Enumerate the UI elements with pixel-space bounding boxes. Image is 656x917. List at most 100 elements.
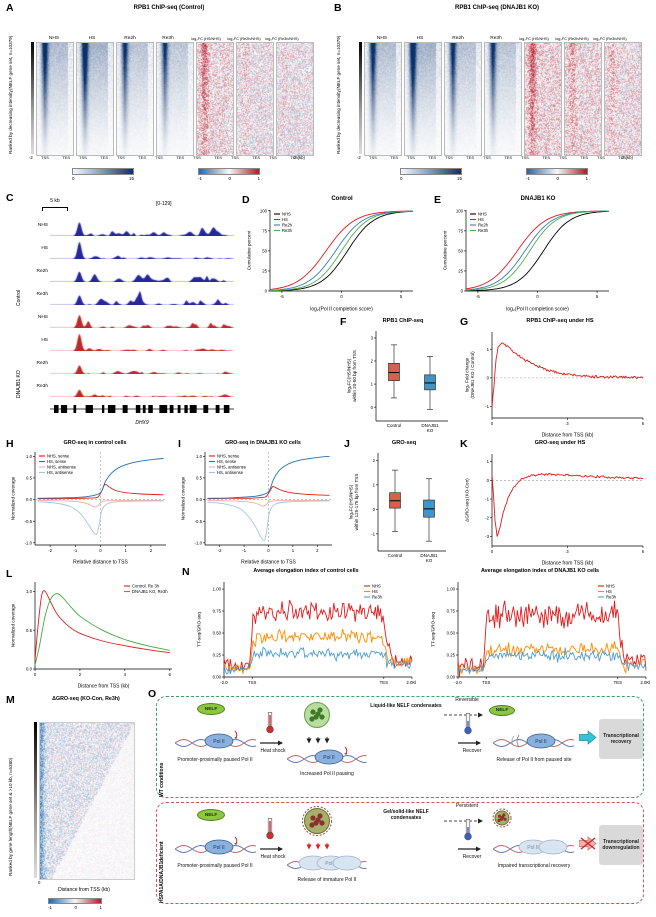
svg-text:-1.0: -1.0 (25, 540, 33, 545)
svg-text:NHS: NHS (606, 584, 615, 589)
plot-svg: -3 -2 -1 0 1 0 3 6 Distance from TSS (kb) ΔGRO-se… (465, 454, 645, 567)
svg-text:1: 1 (124, 548, 127, 553)
panel-label-H: H (6, 438, 14, 450)
heat-thermometer-icon (265, 711, 275, 734)
heatmap-strip (36, 42, 316, 156)
svg-text:log₂FC(HS/NHS): log₂FC(HS/NHS) (347, 358, 352, 393)
svg-text:-2.0: -2.0 (454, 680, 462, 685)
column-header: log₂FC (Re2h/NHS) (227, 36, 261, 41)
panel-K-title: GRO-seq under HS (534, 440, 586, 446)
svg-text:0: 0 (373, 507, 376, 512)
reversible-label: Reversible (455, 697, 479, 703)
panel-F-title: RPB1 ChIP-seq (382, 318, 424, 324)
svg-text:5: 5 (596, 294, 599, 299)
svg-text:1.00: 1.00 (447, 587, 456, 592)
groseq-boxplot: -1 0 1 2 Control DNAJB1 KO log₂FC(HS/NHS) within… (348, 449, 452, 572)
svg-text:3: 3 (566, 549, 569, 554)
delta-groseq-plot: -3 -2 -1 0 1 0 3 6 Distance from TSS (kb) ΔGRO-se… (464, 449, 648, 572)
svg-text:TES: TES (614, 680, 622, 685)
plot-svg: 0.00 0.25 0.50 0.75 1.00 -2.0 TSS TES 2.0Kb TT-se… (197, 582, 418, 685)
heatmap-column-headers: NHS HS Re2h Re3h log₂FC (HS/NHS) log₂FC (Re2h… (364, 16, 630, 41)
panel-C: C 5 kb [0-129] Control DNAJB1 KO NHS HS Re… (6, 192, 238, 438)
svg-text:-0.5: -0.5 (25, 519, 33, 524)
column-header: Re2h (452, 35, 464, 41)
axis-tick-pair: TSS TES (155, 155, 184, 160)
panel-N: N Average elongation index of control ce… (182, 566, 652, 694)
svg-text:2: 2 (373, 458, 376, 463)
heat-thermometer-icon (265, 817, 275, 840)
axis-tick-pair: TSS TES (483, 155, 512, 160)
track-label: Re3h (36, 384, 48, 389)
svg-text:1: 1 (487, 459, 490, 464)
arrow-svg (260, 846, 283, 852)
panel-A-y-axis-label: Ranked by decreasing intensity (NELF gene… (8, 35, 13, 154)
column-header: NHS (48, 35, 60, 41)
paused-polii-diagram: Pol II (174, 725, 257, 755)
svg-text:-1: -1 (73, 548, 77, 553)
heatmap-x-ticks: TSS TES TSS TES TSS TES TSS TES TSS TES TSS TES TSS T… (364, 155, 630, 160)
svg-text:-1: -1 (242, 548, 246, 553)
svg-text:log₂(Pol II completion score): log₂(Pol II completion score) (506, 307, 569, 313)
coverage-track (50, 379, 234, 397)
svg-text:25: 25 (262, 269, 267, 274)
svg-text:Re3h: Re3h (372, 595, 383, 600)
svg-text:within 20-50 bp from TSS: within 20-50 bp from TSS (352, 350, 357, 402)
dash-svg (444, 818, 483, 824)
svg-text:2.0Kb: 2.0Kb (406, 680, 416, 685)
panel-label-D: D (242, 194, 250, 206)
svg-text:50: 50 (262, 249, 267, 254)
coverage-track (50, 287, 234, 305)
groseq-control-plot: -1.0 -0.5 0.0 0.5 1.0 -2 -1 0 1 2 Relative distanc… (10, 448, 170, 571)
panel-B: B RPB1 ChIP-seq (DNAJB1 KO) Ranked by de… (334, 2, 650, 190)
svg-text:HS: HS (372, 589, 378, 594)
svg-text:-5: -5 (476, 294, 480, 299)
heatmap-column (564, 42, 602, 156)
browser-tracks: NHS HS Re2h Re3h NHS HS Re2h Re3h (6, 216, 238, 402)
axis-tick-pair: TSS TES (521, 155, 550, 160)
panel-label-M: M (6, 694, 15, 706)
panel-label-F: F (340, 316, 347, 328)
svg-text:75: 75 (458, 228, 463, 233)
panel-I: I GRO-seq in DNAJB1 KO cells -1.0 -0.5 0.0… (178, 438, 338, 568)
intensity-colorbar: 0 15 (400, 168, 462, 181)
svg-text:KO: KO (426, 558, 433, 563)
track-label: NHS (37, 223, 48, 228)
panel-H-title: GRO-seq in control cells (63, 440, 127, 446)
coverage-track (50, 264, 234, 282)
outcome-box-downregulation: Transcriptional downregulation (599, 825, 643, 865)
plot-svg: -1 0 1 0 3 6 Distance from TSS (kb) log₂ Fold c… (465, 332, 645, 439)
panel-B-title: RPB1 ChIP-seq (DNAJB1 KO) (454, 5, 539, 11)
arrow-right-icon (457, 735, 485, 746)
svg-text:NHS: NHS (478, 212, 487, 217)
svg-text:6: 6 (169, 672, 172, 677)
heatmap-column (404, 42, 442, 156)
svg-text:Pol II: Pol II (527, 845, 538, 851)
svg-text:NHS, antisense: NHS, antisense (47, 465, 77, 470)
thermo-cold-svg (464, 713, 472, 735)
heatmap-column-headers: NHS HS Re2h Re3h log₂FC (HS/NHS) log₂FC (Re2h… (36, 16, 302, 41)
condensate-label: Gel/solid-like NELF condensates (383, 809, 429, 822)
panel-label-C: C (6, 192, 14, 204)
dna-diagram-svg: Pol II (286, 855, 367, 871)
svg-text:TT-seq/GRO-seq: TT-seq/GRO-seq (431, 612, 436, 647)
svg-text:-1: -1 (371, 531, 375, 536)
coverage-track (50, 356, 234, 374)
svg-text:HS, sense: HS, sense (47, 459, 67, 464)
axis-tick-pair: TSS TES (269, 155, 298, 160)
track-label: HS (41, 338, 48, 343)
panel-M-y-axis-label: Ranked by gene length (NELF gene set & >1… (8, 757, 13, 877)
coverage-track (50, 310, 234, 328)
stage-caption: Release of immature Pol II (297, 877, 357, 883)
svg-text:0.0: 0.0 (196, 497, 203, 502)
rank-intensity-bar (359, 42, 362, 154)
svg-text:Distance from TSS (kb): Distance from TSS (kb) (542, 561, 594, 567)
recovery-arrow-icon (578, 730, 597, 745)
track-label: NHS (37, 315, 48, 320)
svg-text:HS: HS (478, 217, 484, 222)
svg-text:Re2h: Re2h (282, 223, 293, 228)
svg-text:log₂(Pol II completion score): log₂(Pol II completion score) (310, 307, 373, 313)
svg-text:4: 4 (124, 672, 127, 677)
chipseq-boxplot: 0 1 2 3 Control DNAJB1 KO log₂FC(HS/NHS) within … (346, 327, 454, 442)
panel-J: J GRO-seq -1 0 1 2 Control DNAJB1 KO log₂FC(HS/… (344, 438, 454, 568)
